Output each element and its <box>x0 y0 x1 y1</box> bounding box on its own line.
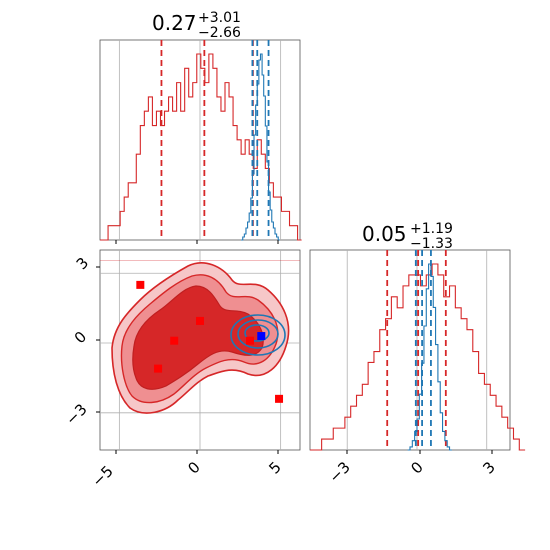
red-square-marker-1 <box>136 280 145 289</box>
joint-xtick-label-1: −5 <box>88 462 116 490</box>
panel-marginal-y-frame <box>309 249 511 451</box>
blue-contour-outer <box>230 314 286 356</box>
panel-marginal-x: 0.27 +3.01 −2.66 <box>99 10 302 244</box>
red-square-marker-4 <box>154 364 163 373</box>
marginal-y-xtick-label-3: 3 <box>479 458 498 477</box>
panel-joint: −5 0 5 3 0 −3 <box>62 249 301 490</box>
panel-marginal-x-title: 0.27 <box>152 11 197 35</box>
histogram-series-1 <box>100 53 302 241</box>
panel-marginal-x-title-minus: −2.66 <box>198 25 241 41</box>
histogram-series-1 <box>310 263 526 451</box>
joint-ytick-label-3: −3 <box>62 400 90 428</box>
panel-marginal-y-title-plus: +1.19 <box>410 221 453 237</box>
blue-contour-inner <box>244 324 270 342</box>
panel-marginal-y-title: 0.05 <box>362 222 407 246</box>
panel-marginal-y: −3 0 3 0.05 +1.19 −1.33 <box>309 221 526 486</box>
panel-marginal-x-marks <box>100 40 302 241</box>
panel-marginal-y-ticks <box>346 450 493 454</box>
panel-marginal-x-title-plus: +3.01 <box>198 10 241 26</box>
panel-marginal-y-marks <box>310 250 526 451</box>
joint-xtick-label-3: 5 <box>265 458 284 477</box>
red-square-marker-6 <box>275 394 284 403</box>
red-square-marker-5 <box>246 336 254 345</box>
panel-marginal-x-ticks <box>115 240 279 244</box>
joint-ytick-label-2: 0 <box>71 328 90 347</box>
panel-joint-points <box>100 260 300 403</box>
histogram-series-2 <box>241 53 280 241</box>
marginal-y-xtick-label-2: 0 <box>407 458 426 477</box>
blue-square-marker <box>257 332 266 341</box>
panel-marginal-y-title-minus: −1.33 <box>410 236 453 252</box>
joint-ytick-label-1: 3 <box>73 254 92 273</box>
red-square-marker-3 <box>170 336 179 345</box>
red-square-marker-2 <box>196 316 204 325</box>
panel-joint-ticks <box>96 266 279 454</box>
marginal-y-xtick-label-1: −3 <box>325 458 353 486</box>
joint-xtick-label-2: 0 <box>184 458 203 477</box>
panel-marginal-x-grid <box>118 40 282 240</box>
blue-contour-middle <box>237 319 279 349</box>
